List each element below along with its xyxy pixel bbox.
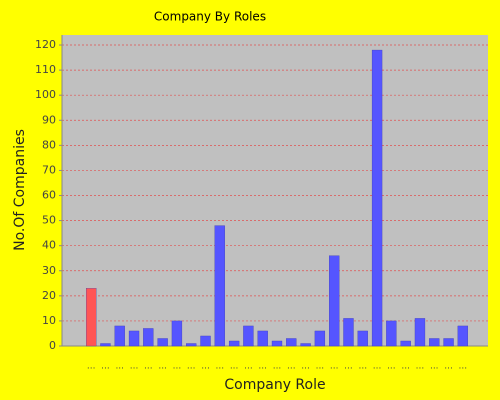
x-tick-label: ... [115,362,124,372]
x-axis-title: Company Role [224,377,325,393]
bar [443,338,454,347]
x-tick-label: ... [244,362,253,372]
chart-title: Company By Roles [154,10,266,24]
x-tick-label: ... [330,362,339,372]
x-tick-label: ... [373,362,382,372]
x-tick-label: ... [444,362,453,372]
bar [171,320,183,347]
y-tick-label: 0 [49,339,56,352]
bar [257,330,268,347]
bar [200,335,211,347]
bar [329,255,340,347]
bar [357,330,368,347]
bar [271,340,283,347]
bar [429,338,440,347]
x-tick-label: ... [216,362,225,372]
y-tick-label: 30 [42,264,56,277]
x-tick-label: ... [101,362,110,372]
y-tick-label: 50 [42,214,56,227]
x-tick-label: ... [416,362,425,372]
x-tick-label: ... [358,362,367,372]
bar [128,330,140,347]
x-tick-label: ... [201,362,210,372]
bar [143,328,154,347]
bar [300,343,311,347]
bar [186,343,197,347]
bar [286,338,297,347]
bar [457,325,469,347]
y-tick-label: 110 [35,63,56,76]
x-tick-label: ... [430,362,439,372]
x-tick-label: ... [387,362,396,372]
bar [414,318,426,347]
x-tick-label: ... [158,362,167,372]
x-tick-label: ... [344,362,353,372]
y-tick-label: 60 [42,189,56,202]
plot-area [62,35,488,346]
bar [114,325,125,347]
x-tick-label: ... [287,362,296,372]
x-tick-label: ... [130,362,139,372]
bar [243,325,254,347]
bar [386,320,397,347]
x-tick-label: ... [187,362,196,372]
x-tick-label: ... [401,362,410,372]
y-tick-label: 70 [42,163,56,176]
bar [85,288,97,347]
y-tick-label: 100 [35,88,56,101]
y-tick-label: 40 [42,239,56,252]
x-tick-label: ... [316,362,325,372]
y-tick-label: 90 [42,113,56,126]
bar [400,340,411,347]
bar [371,49,383,347]
bar [214,225,225,347]
x-tick-label: ... [301,362,310,372]
x-tick-label: ... [459,362,468,372]
y-tick-label: 20 [42,289,56,302]
y-tick-label: 80 [42,138,56,151]
bar [343,318,354,347]
x-tick-label: ... [144,362,153,372]
y-tick-label: 10 [42,314,56,327]
x-tick-label: ... [173,362,182,372]
x-tick-label: ... [273,362,282,372]
bar [100,343,111,347]
x-tick-label: ... [258,362,267,372]
y-tick-label: 120 [35,38,56,51]
x-tick-label: ... [230,362,239,372]
bar [314,330,326,347]
bar [157,338,168,347]
x-tick-label: ... [87,362,96,372]
bar [228,340,240,347]
y-axis-title: No.Of Companies [12,129,28,251]
